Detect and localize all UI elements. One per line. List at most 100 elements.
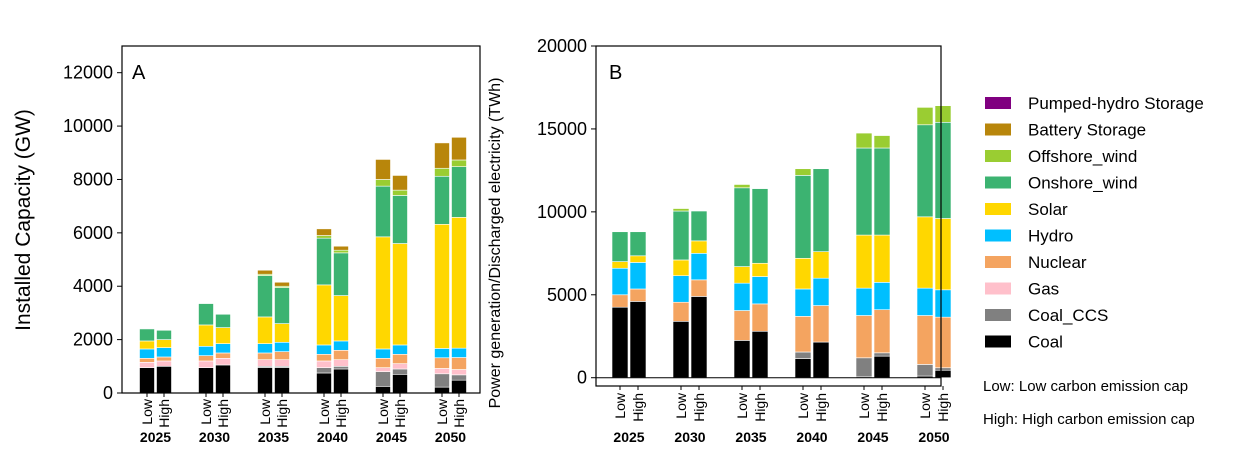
year-label-2040: 2040 — [317, 429, 348, 445]
bar-segment-solar-2050-high — [451, 217, 467, 349]
bar-segment-coal-2035-high — [274, 367, 290, 394]
x-tick-label-2050-low: Low — [917, 392, 933, 419]
bar-segment-hydro-2035-low — [257, 343, 273, 354]
bar-segment-hydro-2040-high — [812, 277, 830, 306]
year-label-2030: 2030 — [674, 429, 705, 445]
bar-segment-nuclear-2025-low — [611, 294, 629, 308]
bar-segment-hydro-2025-low — [139, 348, 155, 359]
bar-segment-gas-2035-low — [257, 359, 273, 367]
bar-segment-gas-2050-low — [434, 368, 450, 375]
x-tick-label-2050-high: High — [935, 393, 951, 422]
bar-segment-onshore-wind-2030-high — [690, 210, 708, 242]
bar-segment-battery-storage-2040-low — [316, 228, 332, 236]
bar-segment-coal-2035-high — [751, 330, 769, 379]
bar-segment-onshore-wind-2050-high — [934, 121, 952, 219]
y-tick-label-8000: 8000 — [73, 169, 113, 189]
bar-segment-gas-2045-low — [375, 367, 391, 372]
bar-segment-coal-2045-high — [392, 374, 408, 394]
bar-segment-solar-2040-low — [316, 284, 332, 346]
x-tick-label-2035-high: High — [752, 393, 768, 422]
bar-segment-nuclear-2030-low — [672, 301, 690, 322]
bar-segment-battery-storage-2050-low — [434, 142, 450, 169]
legend-note-low: Low: Low carbon emission cap — [983, 378, 1188, 395]
legend-swatch-pumped-hydro-storage — [985, 97, 1011, 109]
bar-segment-gas-2050-high — [451, 369, 467, 376]
bar-segment-coal-ccs-2045-high — [873, 352, 891, 357]
bar-segment-onshore-wind-2045-low — [855, 147, 873, 236]
bar-segment-hydro-2050-low — [916, 287, 934, 316]
legend-label-coal-ccs: Coal_CCS — [1028, 306, 1108, 325]
bar-segment-coal-ccs-2045-low — [375, 371, 391, 387]
bar-segment-hydro-2050-low — [434, 348, 450, 359]
bar-segment-hydro-2035-high — [751, 276, 769, 305]
x-tick-label-2025-high: High — [156, 399, 172, 428]
bar-segment-offshore-wind-2045-low — [855, 132, 873, 149]
year-label-2050: 2050 — [435, 429, 466, 445]
bar-segment-gas-2030-low — [198, 360, 214, 368]
bar-segment-hydro-2040-high — [333, 340, 349, 351]
x-tick-label-2045-high: High — [874, 393, 890, 422]
y-tick-label-15000: 15000 — [537, 119, 587, 139]
bar-segment-solar-2030-high — [215, 327, 231, 344]
x-tick-label-2050-low: Low — [434, 398, 450, 425]
bar-segment-coal-ccs-2040-low — [794, 351, 812, 359]
x-tick-label-2030-high: High — [691, 393, 707, 422]
year-label-2035: 2035 — [258, 429, 289, 445]
bar-segment-offshore-wind-2045-high — [873, 135, 891, 149]
bar-segment-gas-2025-high — [156, 360, 172, 367]
year-label-2025: 2025 — [140, 429, 171, 445]
bar-segment-nuclear-2040-high — [333, 349, 349, 360]
legend-label-onshore-wind: Onshore_wind — [1028, 174, 1138, 193]
legend-label-nuclear: Nuclear — [1028, 253, 1087, 272]
x-tick-label-2025-low: Low — [139, 398, 155, 425]
bar-segment-coal-2030-low — [672, 321, 690, 379]
bar-segment-onshore-wind-2040-high — [333, 252, 349, 296]
bar-segment-gas-2040-high — [333, 359, 349, 367]
bar-segment-onshore-wind-2025-low — [139, 328, 155, 342]
year-label-2030: 2030 — [199, 429, 230, 445]
y-tick-label-5000: 5000 — [547, 285, 587, 305]
bar-segment-coal-2035-low — [733, 340, 751, 379]
year-label-2050: 2050 — [918, 429, 949, 445]
bar-segment-nuclear-2025-high — [629, 288, 647, 302]
bar-segment-onshore-wind-2025-high — [629, 231, 647, 257]
bar-segment-onshore-wind-2040-low — [794, 175, 812, 259]
legend-label-offshore-wind: Offshore_wind — [1028, 147, 1137, 166]
panel-b-x-ticks: Low High Low High Low High Low High Low High Low Hi… — [612, 386, 951, 445]
bar-segment-solar-2045-high — [873, 234, 891, 283]
bar-segment-nuclear-2035-low — [257, 352, 273, 360]
bar-segment-coal-2050-high — [451, 379, 467, 394]
panel-a-frame — [121, 45, 481, 394]
bar-segment-hydro-2045-low — [375, 348, 391, 359]
y-tick-label-20000: 20000 — [537, 36, 587, 56]
legend-swatch-onshore-wind — [985, 176, 1011, 189]
bar-segment-solar-2050-low — [916, 216, 934, 289]
x-tick-label-2040-low: Low — [316, 398, 332, 425]
bar-segment-offshore-wind-2050-low — [434, 167, 450, 177]
bar-segment-hydro-2045-high — [392, 344, 408, 355]
bar-segment-nuclear-2035-low — [733, 310, 751, 341]
x-tick-label-2045-low: Low — [856, 392, 872, 419]
x-tick-label-2035-low: Low — [734, 392, 750, 419]
bar-segment-hydro-2035-high — [274, 341, 290, 352]
legend: Pumped-hydro Storage Battery Storage Offsh… — [985, 94, 1204, 352]
x-tick-label-2030-low: Low — [673, 392, 689, 419]
bar-segment-nuclear-2030-low — [198, 355, 214, 362]
legend-swatch-solar — [985, 203, 1011, 215]
y-tick-label-0: 0 — [577, 368, 587, 388]
bar-segment-nuclear-2050-low — [916, 315, 934, 365]
bar-segment-onshore-wind-2045-high — [873, 147, 891, 236]
x-tick-label-2035-low: Low — [257, 398, 273, 425]
bar-segment-offshore-wind-2045-high — [392, 189, 408, 196]
bar-segment-coal-2040-high — [333, 368, 349, 394]
bar-segment-solar-2035-low — [257, 316, 273, 344]
y-tick-label-10000: 10000 — [63, 116, 113, 136]
legend-label-pumped-hydro-storage: Pumped-hydro Storage — [1028, 94, 1204, 113]
legend-swatch-coal-ccs — [985, 309, 1011, 321]
bar-segment-coal-2045-high — [873, 355, 891, 379]
panel-b-label: B — [609, 62, 622, 84]
bar-segment-coal-2040-low — [316, 372, 332, 394]
bar-segment-onshore-wind-2030-high — [215, 313, 231, 328]
bar-segment-offshore-wind-2045-low — [375, 179, 391, 187]
bar-segment-gas-2030-high — [215, 357, 231, 366]
